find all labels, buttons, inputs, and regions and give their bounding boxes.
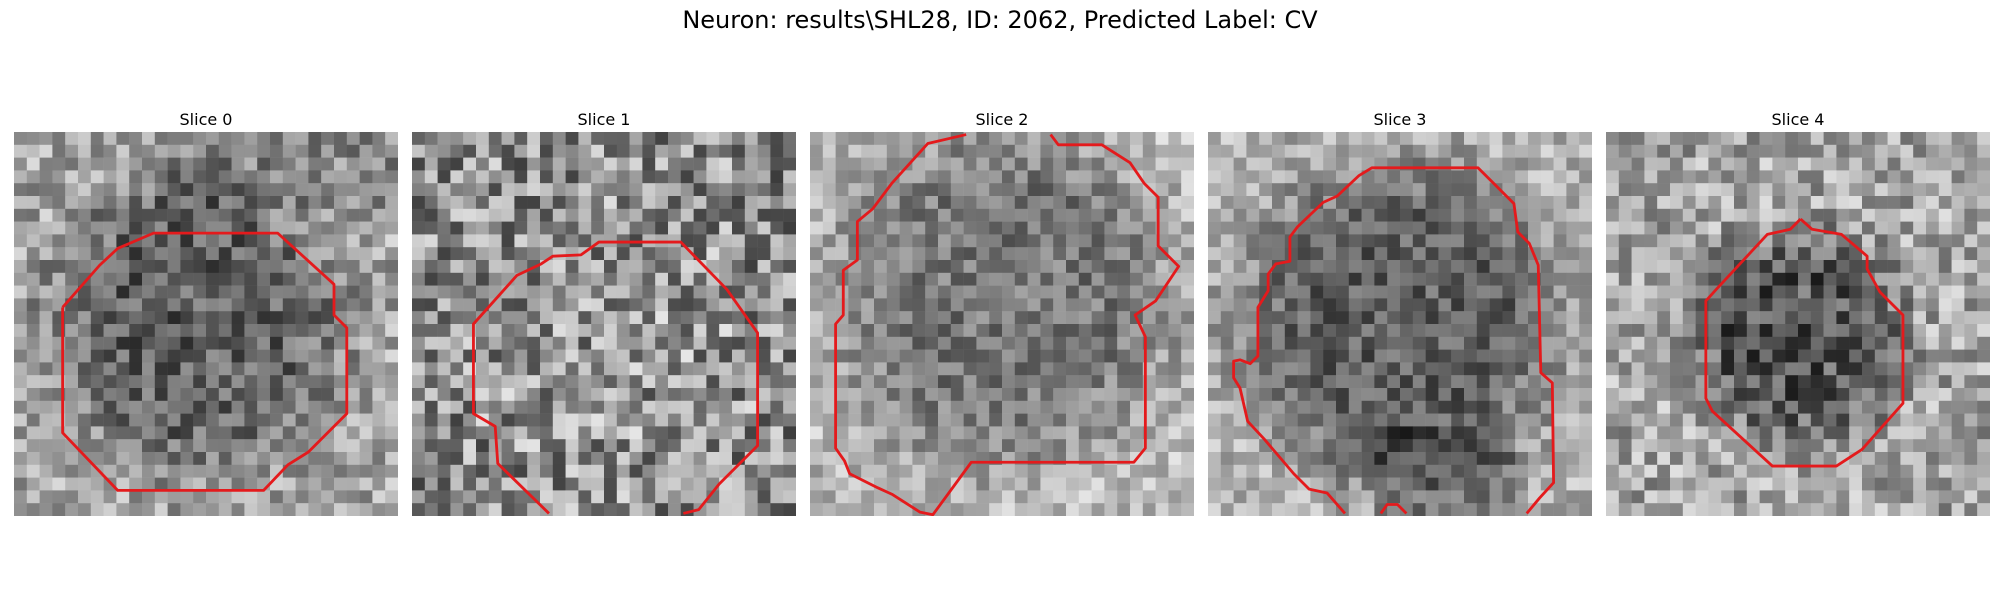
slice-1-panel: Slice 1 [412,108,796,516]
slice-1-contour [472,240,760,515]
slice-4-contour [1704,217,1905,468]
slice-4-pixels [1606,132,1990,516]
slice-3-image [1208,132,1592,516]
slice-1-pixels [412,132,796,516]
slice-0-contour [61,231,349,492]
slice-1-title: Slice 1 [577,110,631,129]
slice-3-contour [1232,166,1556,515]
slice-2-panel: Slice 2 [810,108,1194,516]
slice-1-image [412,132,796,516]
slice-2-title: Slice 2 [975,110,1029,129]
slice-2-pixels [810,132,1194,516]
slice-0-panel: Slice 0 [14,108,398,516]
slice-3-panel: Slice 3 [1208,108,1592,516]
slice-3-title: Slice 3 [1373,110,1427,129]
slice-0-title: Slice 0 [179,110,233,129]
slice-0-image [14,132,398,516]
slice-4-title: Slice 4 [1771,110,1825,129]
slice-2-contour [834,133,1181,516]
slice-0-pixels [14,132,398,516]
slice-2-image [810,132,1194,516]
slice-3-contour-bottom [1379,503,1408,515]
slice-4-panel: Slice 4 [1606,108,1990,516]
figure-title: Neuron: results\SHL28, ID: 2062, Predict… [682,6,1318,34]
slice-4-image [1606,132,1990,516]
slice-3-pixels [1208,132,1592,516]
